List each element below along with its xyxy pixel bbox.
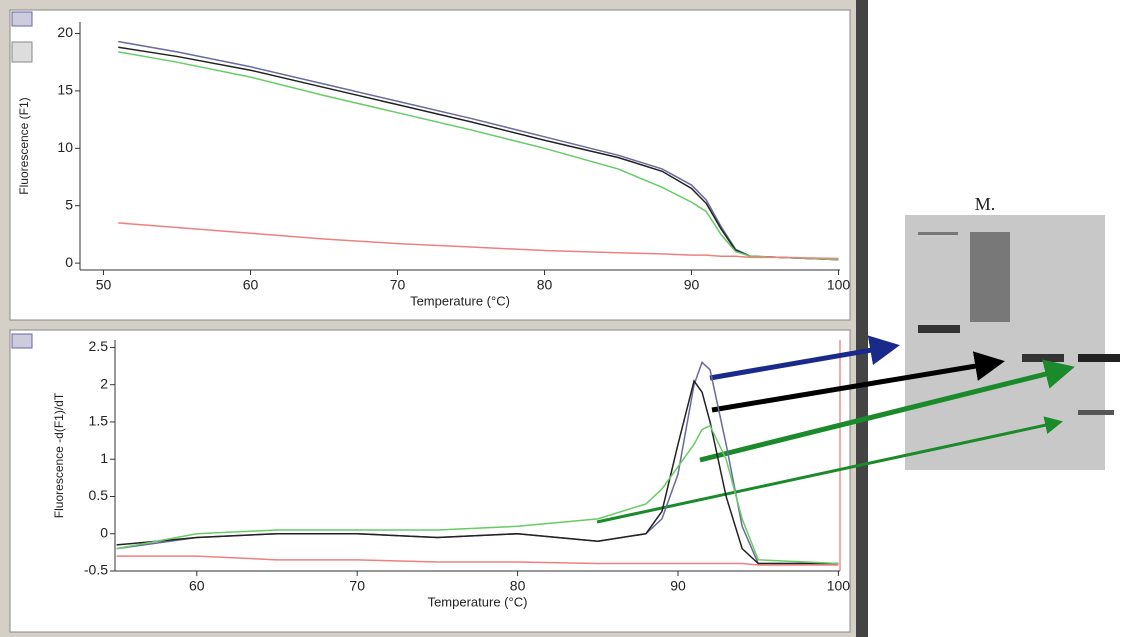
gel-band	[1022, 354, 1064, 362]
y-tick-label: 20	[57, 24, 73, 40]
splitter	[856, 0, 868, 637]
y-tick-label: 5	[65, 196, 73, 212]
y-tick-label: 0.5	[89, 487, 109, 503]
x-tick-label: 100	[827, 578, 851, 594]
y-tick-label: 0	[65, 254, 73, 270]
panel-button	[12, 42, 32, 62]
y-tick-label: 0	[100, 524, 108, 540]
x-tick-label: 80	[537, 277, 553, 293]
y-tick-label: 1	[100, 450, 108, 466]
panel-icon	[12, 12, 32, 26]
y-tick-label: 15	[57, 82, 73, 98]
x-tick-label: 90	[670, 578, 686, 594]
y-tick-label: -0.5	[84, 562, 108, 578]
y-tick-label: 10	[57, 139, 73, 155]
x-tick-label: 70	[349, 578, 365, 594]
y-axis-label: Fluorescence (F1)	[17, 97, 31, 194]
x-tick-label: 70	[390, 277, 406, 293]
gel-label: M.	[975, 194, 996, 214]
x-tick-label: 60	[243, 277, 259, 293]
screenshot: M. 506070809010005101520Temperature (°C)…	[0, 0, 1133, 637]
gel-ladder	[970, 232, 1010, 322]
panel-icon	[12, 334, 32, 348]
y-tick-label: 2	[100, 375, 108, 391]
gel-band	[918, 232, 958, 235]
gel-band	[918, 325, 960, 333]
y-tick-label: 2.5	[89, 338, 109, 354]
x-axis-label: Temperature (°C)	[410, 293, 510, 308]
y-tick-label: 1.5	[89, 413, 109, 429]
gel-band	[1078, 410, 1114, 415]
x-tick-label: 50	[96, 277, 112, 293]
x-tick-label: 80	[510, 578, 526, 594]
x-axis-label: Temperature (°C)	[428, 594, 528, 609]
x-tick-label: 60	[189, 578, 205, 594]
y-axis-label: Fluorescence -d(F1)/dT	[52, 392, 66, 518]
top-panel	[10, 10, 850, 320]
gel-band	[1078, 354, 1120, 362]
x-tick-label: 90	[684, 277, 700, 293]
gel-image: M.	[905, 194, 1120, 470]
x-tick-label: 100	[827, 277, 851, 293]
